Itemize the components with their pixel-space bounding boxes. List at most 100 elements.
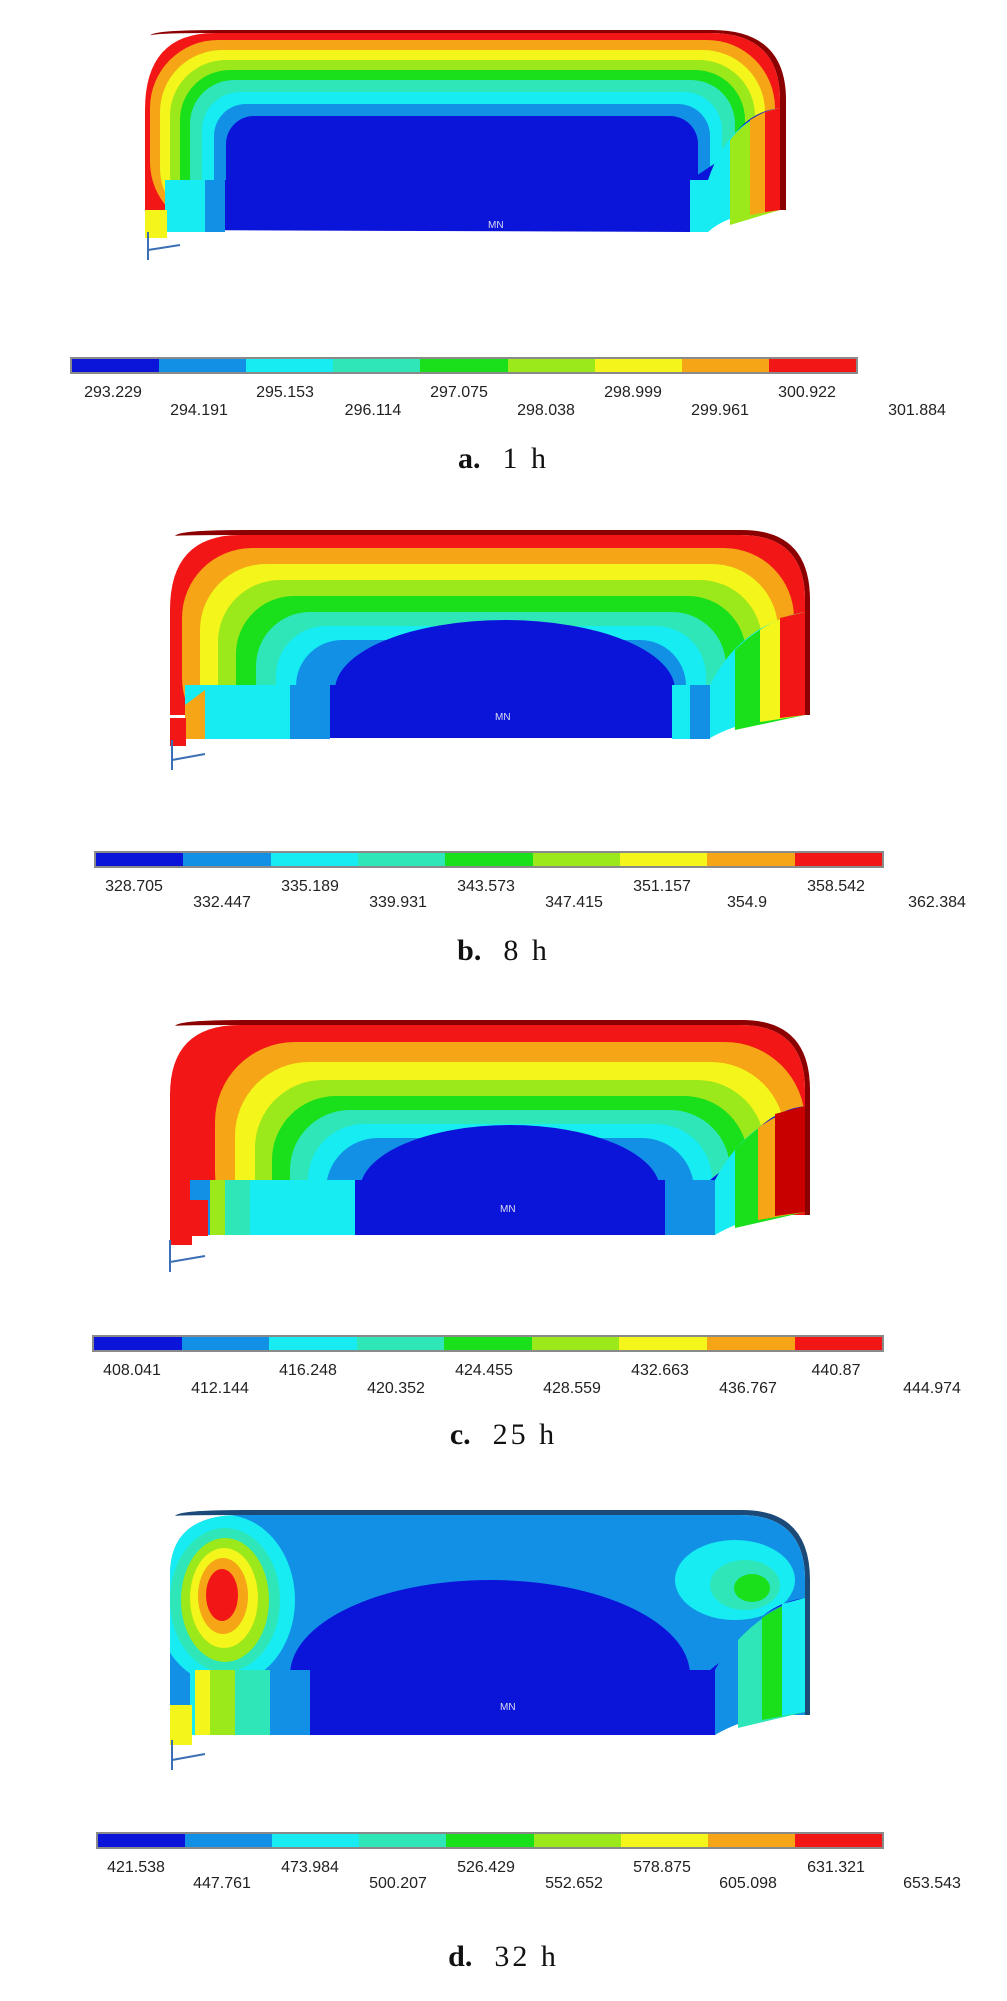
caption-d: d. 32 h (0, 1940, 1007, 1974)
contour-model-a: MN (145, 30, 787, 260)
legend-tick: 298.999 (604, 384, 662, 401)
legend-tick: 428.559 (543, 1380, 601, 1397)
legend-tick: 578.875 (633, 1859, 691, 1876)
legend-swatch (181, 1337, 270, 1350)
legend-tick: 440.87 (811, 1362, 861, 1379)
legend-swatch (272, 1834, 360, 1847)
legend-tick: 358.542 (807, 878, 865, 895)
legend-swatch (72, 359, 160, 372)
legend-tick: 631.321 (807, 1859, 865, 1876)
legend-swatch (185, 1834, 273, 1847)
model-label-b: MN (495, 712, 511, 723)
legend-swatch (269, 1337, 357, 1350)
legend-swatch (183, 853, 271, 866)
contour-model-d: MN (170, 1510, 810, 1770)
legend-tick: 294.191 (170, 402, 228, 419)
legend-swatch (96, 853, 184, 866)
legend-swatch (333, 359, 421, 372)
legend-swatch (531, 1337, 620, 1350)
legend-swatch (619, 853, 708, 866)
legend-swatch (706, 1337, 795, 1350)
legend-swatch (357, 853, 446, 866)
legend-tick: 351.157 (633, 878, 691, 895)
legend-swatch (94, 1337, 182, 1350)
legend-tick: 444.974 (903, 1380, 961, 1397)
legend-swatch (159, 359, 247, 372)
legend-swatch (359, 1834, 447, 1847)
model-label-d: MN (500, 1702, 516, 1713)
legend-tick: 416.248 (279, 1362, 337, 1379)
legend-tick: 343.573 (457, 878, 515, 895)
legend-tick: 299.961 (691, 402, 749, 419)
caption-a: a. 1 h (0, 442, 1007, 476)
legend-tick: 424.455 (455, 1362, 513, 1379)
legend-tick: 297.075 (430, 384, 488, 401)
legend-tick: 295.153 (256, 384, 314, 401)
panel-c: MN 408.041 412.144 416.248 420.352 424.4… (0, 1000, 1007, 1500)
legend-swatch (768, 359, 856, 372)
legend-tick: 298.038 (517, 402, 575, 419)
model-label-c: MN (500, 1204, 516, 1215)
contour-model-c: MN (169, 1020, 810, 1272)
legend-tick: 421.538 (107, 1859, 165, 1876)
legend-tick: 552.652 (545, 1875, 603, 1892)
legend-swatch (444, 1337, 532, 1350)
legend-tick: 362.384 (908, 894, 966, 911)
legend-swatch (420, 359, 508, 372)
legend-swatch (594, 359, 682, 372)
legend-swatch (794, 853, 882, 866)
legend-tick: 447.761 (193, 1875, 251, 1892)
caption-letter: c. (449, 1418, 471, 1451)
caption-b: b. 8 h (0, 934, 1007, 968)
legend-tick: 432.663 (631, 1362, 689, 1379)
panel-d: MN 421.538 447.761 473.984 500.207 526.4… (0, 1500, 1007, 2001)
legend-swatch (246, 359, 334, 372)
caption-c: c. 25 h (0, 1418, 1007, 1452)
legend-tick: 347.415 (545, 894, 603, 911)
panel-b: MN 328.705 332.447 335.189 339.931 343.5… (0, 500, 1007, 1000)
legend-swatch (533, 1834, 621, 1847)
legend-swatch (794, 1337, 883, 1350)
legend-swatch (707, 853, 795, 866)
contour-model-b: MN (170, 530, 810, 770)
caption-letter: d. (448, 1940, 473, 1973)
legend-bar-a (70, 357, 858, 374)
legend-tick: 436.767 (719, 1380, 777, 1397)
legend-tick: 653.543 (903, 1875, 961, 1892)
legend-bar-b (94, 851, 884, 868)
legend-swatch (619, 1337, 707, 1350)
caption-time: 8 h (503, 934, 550, 967)
model-label-a: MN (488, 220, 504, 231)
legend-swatch (445, 853, 533, 866)
legend-tick: 296.114 (344, 402, 402, 419)
legend-tick: 500.207 (369, 1875, 427, 1892)
legend-swatch (446, 1834, 534, 1847)
legend-tick: 335.189 (281, 878, 339, 895)
legend-swatch (681, 359, 769, 372)
legend-swatch (620, 1834, 708, 1847)
legend-swatch (707, 1834, 795, 1847)
legend-swatch (532, 853, 620, 866)
legend-swatch (270, 853, 358, 866)
legend-swatch (794, 1834, 882, 1847)
caption-time: 1 h (502, 442, 549, 475)
panel-a: MN 293.229 294.191 295.153 296.114 297.0… (0, 0, 1007, 500)
caption-time: 25 h (492, 1418, 558, 1451)
legend-tick: 328.705 (105, 878, 163, 895)
legend-tick: 300.922 (778, 384, 836, 401)
legend-tick: 354.9 (726, 894, 768, 911)
legend-tick: 332.447 (193, 894, 251, 911)
legend-swatch (356, 1337, 445, 1350)
legend-bar-d (96, 1832, 884, 1849)
legend-swatch (507, 359, 595, 372)
caption-time: 32 h (494, 1940, 559, 1973)
legend-bar-c (92, 1335, 884, 1352)
legend-tick: 412.144 (191, 1380, 249, 1397)
legend-tick: 420.352 (367, 1380, 425, 1397)
legend-swatch (98, 1834, 186, 1847)
legend-tick: 408.041 (103, 1362, 161, 1379)
legend-tick: 526.429 (457, 1859, 515, 1876)
caption-letter: a. (458, 442, 481, 475)
caption-letter: b. (457, 934, 482, 967)
legend-tick: 301.884 (888, 402, 946, 419)
